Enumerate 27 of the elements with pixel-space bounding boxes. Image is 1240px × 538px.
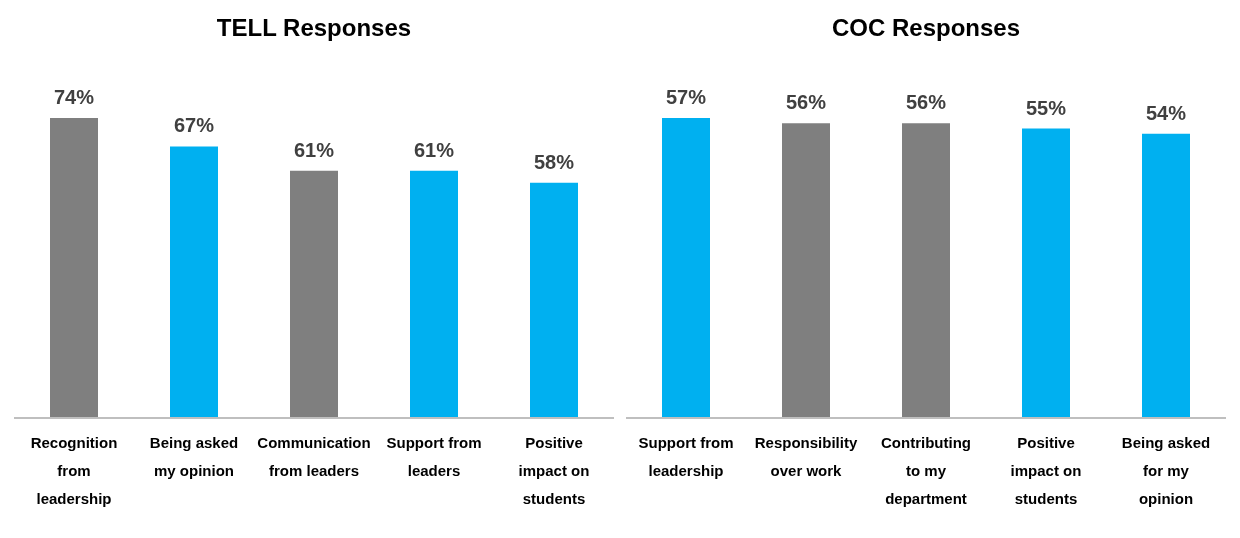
x-tick-label: Being asked my opinion — [149, 434, 239, 479]
bar — [170, 146, 218, 418]
bar — [50, 118, 98, 418]
x-tick-label: Support from leadership — [638, 434, 734, 479]
data-label: 56% — [905, 91, 947, 114]
chart-title: TELL Responses — [215, 13, 413, 43]
x-tick-label: Communication from leaders — [257, 434, 371, 479]
x-tick-label: Support from leaders — [386, 434, 482, 479]
data-label: 54% — [1145, 101, 1187, 124]
data-label: 58% — [533, 150, 575, 173]
data-label: 56% — [785, 91, 827, 114]
x-tick-label: Responsibility over work — [754, 434, 858, 479]
x-tick-label: Recognition from leadership — [30, 434, 118, 507]
bar — [410, 170, 458, 418]
bar — [290, 170, 338, 418]
data-label: 61% — [293, 138, 335, 161]
x-tick-label: Positive impact on students — [1010, 434, 1082, 507]
data-label: 57% — [665, 86, 707, 108]
data-label: 61% — [413, 138, 455, 161]
chart-title: COC Responses — [830, 13, 1022, 43]
data-label: 67% — [173, 114, 215, 137]
x-tick-label: Positive impact on students — [518, 434, 590, 507]
x-tick-label: Being asked for my opinion — [1121, 434, 1211, 507]
x-tick-label: Contributing to my department — [881, 434, 971, 507]
data-label: 74% — [53, 86, 95, 108]
data-label: 55% — [1025, 96, 1067, 119]
bar — [530, 182, 578, 418]
